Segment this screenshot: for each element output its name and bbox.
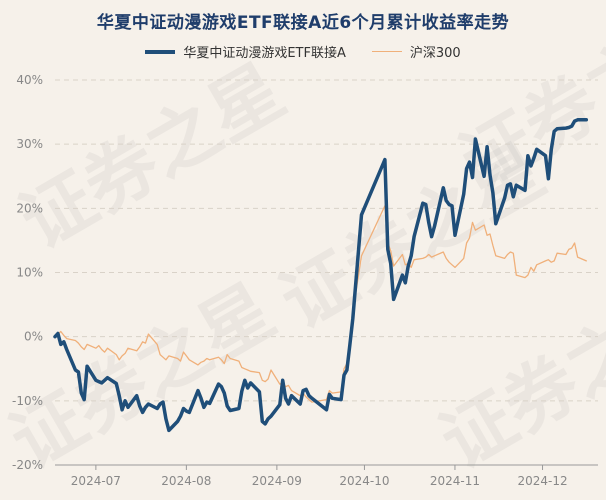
- series-line-fund: [53, 118, 589, 433]
- watermark-text: 证券之星: [0, 268, 288, 485]
- x-tick-label: 2024-10: [339, 474, 389, 488]
- legend: 华夏中证动漫游戏ETF联接A 沪深300: [0, 42, 606, 61]
- legend-swatch-index: [371, 51, 402, 52]
- x-tick-label: 2024-09: [252, 474, 302, 488]
- chart-title: 华夏中证动漫游戏ETF联接A近6个月累计收益率走势: [96, 13, 510, 33]
- legend-label-index: 沪深300: [409, 46, 461, 61]
- y-tick-label: 40%: [16, 73, 43, 87]
- y-tick-label: -10%: [12, 394, 43, 408]
- watermark-text: 证券之星: [427, 268, 606, 485]
- y-tick-label: 30%: [16, 137, 43, 151]
- x-tick-label: 2024-11: [430, 474, 480, 488]
- legend-label-fund: 华夏中证动漫游戏ETF联接A: [183, 46, 346, 61]
- y-tick-label: 20%: [16, 201, 43, 215]
- series-line-index: [54, 205, 587, 403]
- legend-item-fund[interactable]: 华夏中证动漫游戏ETF联接A: [145, 42, 346, 61]
- x-tick-label: 2024-07: [71, 474, 121, 488]
- x-tick-label: 2024-12: [517, 474, 567, 488]
- legend-swatch-fund: [145, 49, 176, 54]
- legend-item-index[interactable]: 沪深300: [371, 42, 461, 61]
- y-tick-label: 0%: [24, 330, 43, 344]
- y-tick-label: -20%: [12, 458, 43, 472]
- y-tick-label: 10%: [16, 266, 43, 280]
- x-tick-label: 2024-08: [161, 474, 211, 488]
